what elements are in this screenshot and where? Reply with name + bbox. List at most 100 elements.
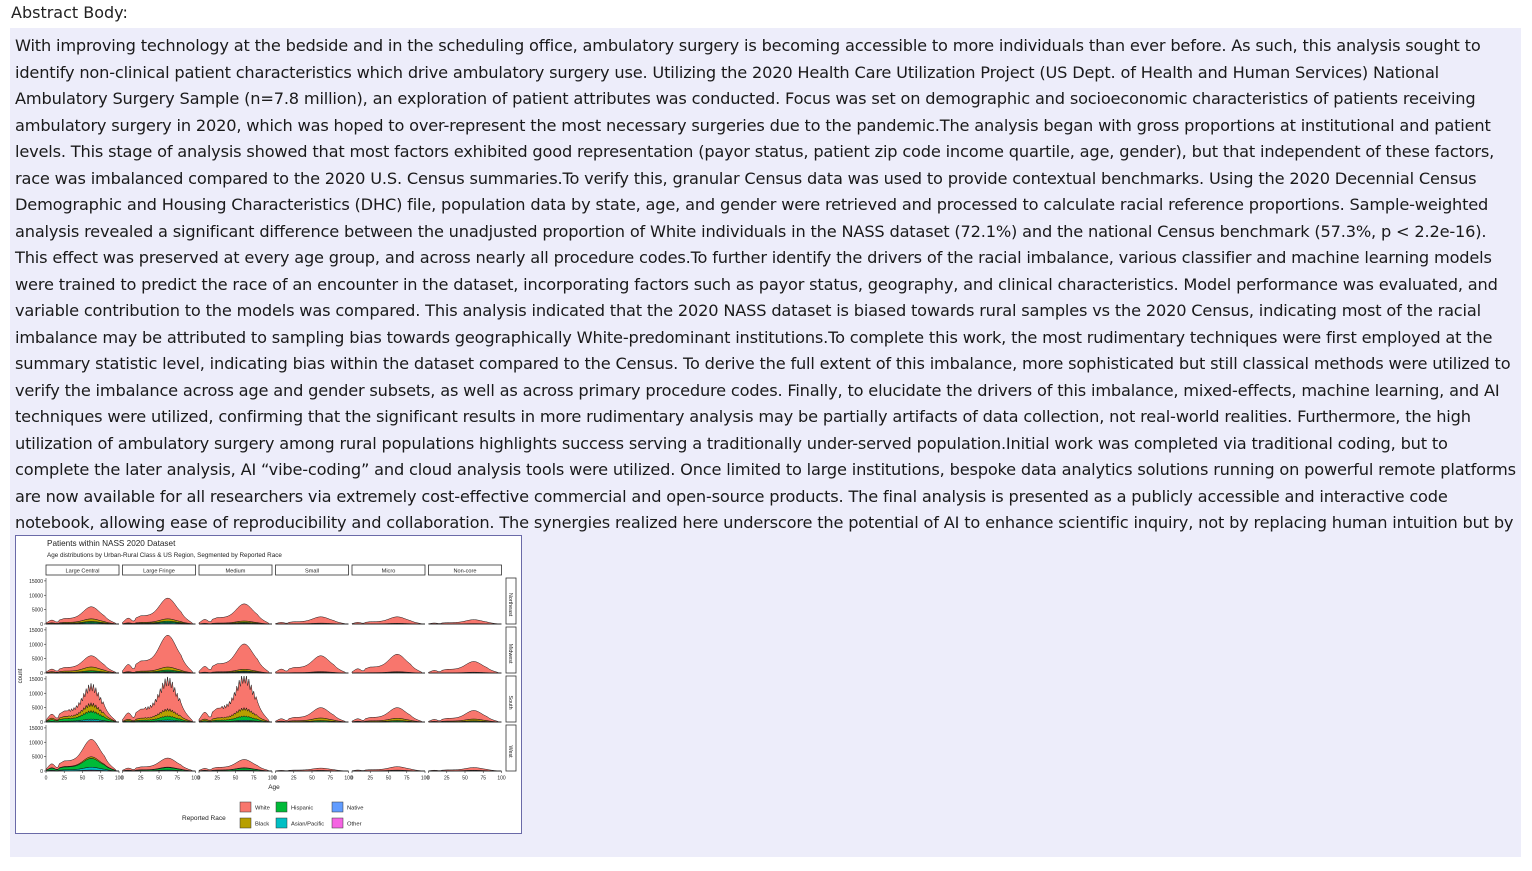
area-white [45, 655, 119, 674]
column-strip-label: Large Central [66, 568, 100, 574]
x-tick-label: 100 [115, 776, 124, 782]
abstract-panel: With improving technology at the bedside… [10, 28, 1521, 857]
column-strip [428, 564, 502, 576]
column-strip [122, 564, 196, 576]
row-strip-label: West [507, 746, 513, 759]
x-tick-label: 25 [61, 776, 67, 782]
x-tick-label: 50 [156, 776, 162, 782]
column-strip-label: Micro [382, 568, 396, 574]
y-tick-label: 10000 [29, 691, 43, 697]
area-white [198, 603, 272, 625]
legend-label: Hispanic [291, 805, 313, 811]
y-tick-label: 0 [40, 671, 43, 677]
y-tick-label: 15000 [29, 628, 43, 634]
x-tick-label: 75 [327, 776, 333, 782]
y-tick-label: 15000 [29, 677, 43, 683]
column-strip-label: Large Fringe [143, 568, 175, 574]
y-tick-label: 0 [40, 720, 43, 726]
chart-subtitle: Age distributions by Urban-Rural Class &… [47, 552, 282, 559]
x-tick-label: 0 [274, 776, 277, 782]
facet-panel [428, 578, 502, 624]
x-tick-label: 50 [462, 776, 468, 782]
row-strip-label: Midwest [507, 644, 513, 664]
legend-label: Black [255, 821, 269, 827]
column-strip [45, 564, 120, 576]
x-tick-label: 50 [233, 776, 239, 782]
row-strip-label: South [507, 696, 513, 710]
area-white [45, 739, 119, 772]
column-strip-label: Medium [226, 568, 246, 574]
row-strip-label: Northeast [507, 593, 513, 617]
y-tick-label: 15000 [29, 579, 43, 585]
abstract-figure: Patients within NASS 2020 Dataset Age di… [15, 535, 522, 834]
area-white [45, 683, 119, 723]
x-tick-label: 100 [191, 776, 200, 782]
facet-area-chart: Patients within NASS 2020 Dataset Age di… [18, 539, 517, 829]
x-tick-label: 0 [121, 776, 124, 782]
abstract-heading: Abstract Body: [11, 3, 128, 22]
row-strip [505, 724, 517, 772]
x-tick-label: 0 [351, 776, 354, 782]
column-strip-label: Non-core [453, 568, 476, 574]
y-tick-label: 10000 [29, 593, 43, 599]
row-strip [505, 675, 517, 723]
legend-swatch-black [239, 817, 252, 829]
x-tick-label: 25 [367, 776, 373, 782]
abstract-body-text: With improving technology at the bedside… [15, 36, 1516, 559]
y-tick-label: 0 [40, 769, 43, 775]
y-tick-label: 10000 [29, 642, 43, 648]
legend-swatch-other [331, 817, 344, 829]
x-tick-label: 0 [198, 776, 201, 782]
facet-panel [275, 578, 349, 624]
x-tick-label: 75 [98, 776, 104, 782]
column-strip [351, 564, 426, 576]
x-tick-label: 0 [427, 776, 430, 782]
x-tick-label: 100 [268, 776, 277, 782]
x-tick-label: 100 [497, 776, 506, 782]
x-tick-label: 50 [80, 776, 86, 782]
legend-swatch-native [331, 801, 344, 813]
chart-title: Patients within NASS 2020 Dataset [47, 539, 176, 548]
area-white [198, 643, 272, 674]
area-white [122, 757, 196, 772]
area-white [351, 654, 425, 674]
facet-panel [275, 725, 349, 771]
x-tick-label: 0 [45, 776, 48, 782]
x-axis-label: Age [268, 784, 280, 791]
legend-label: White [255, 805, 270, 811]
x-tick-label: 100 [344, 776, 353, 782]
y-tick-label: 5000 [32, 706, 43, 712]
y-tick-label: 5000 [32, 657, 43, 663]
y-axis-label: count [18, 668, 24, 683]
x-tick-label: 75 [174, 776, 180, 782]
x-tick-label: 75 [404, 776, 410, 782]
row-strip [505, 577, 517, 625]
area-white [122, 676, 196, 723]
column-strip [198, 564, 273, 576]
area-white [198, 675, 272, 723]
facet-grid: Large Central Large Fringe Medium Small Micr… [29, 564, 517, 782]
x-tick-label: 50 [309, 776, 315, 782]
area-white [198, 759, 272, 772]
x-tick-label: 25 [138, 776, 144, 782]
facet-panel [352, 578, 425, 624]
y-tick-label: 5000 [32, 755, 43, 761]
row-strip [505, 626, 517, 674]
area-white [122, 597, 196, 625]
facet-panel [428, 725, 502, 771]
area-white [275, 707, 349, 723]
x-tick-label: 25 [291, 776, 297, 782]
area-white [45, 606, 119, 625]
y-tick-label: 0 [40, 622, 43, 628]
facet-panel [352, 725, 425, 771]
area-white [351, 707, 425, 723]
legend-swatch-white [239, 801, 252, 813]
legend-swatch-hispanic [275, 801, 288, 813]
y-tick-label: 5000 [32, 608, 43, 614]
legend-label: Other [347, 821, 362, 827]
chart-legend: Reported Race White Hispanic Native Black As… [182, 801, 363, 829]
legend-label: Asian/Pacific [291, 821, 324, 827]
x-tick-label: 50 [386, 776, 392, 782]
x-tick-label: 25 [214, 776, 220, 782]
y-tick-label: 15000 [29, 726, 43, 732]
